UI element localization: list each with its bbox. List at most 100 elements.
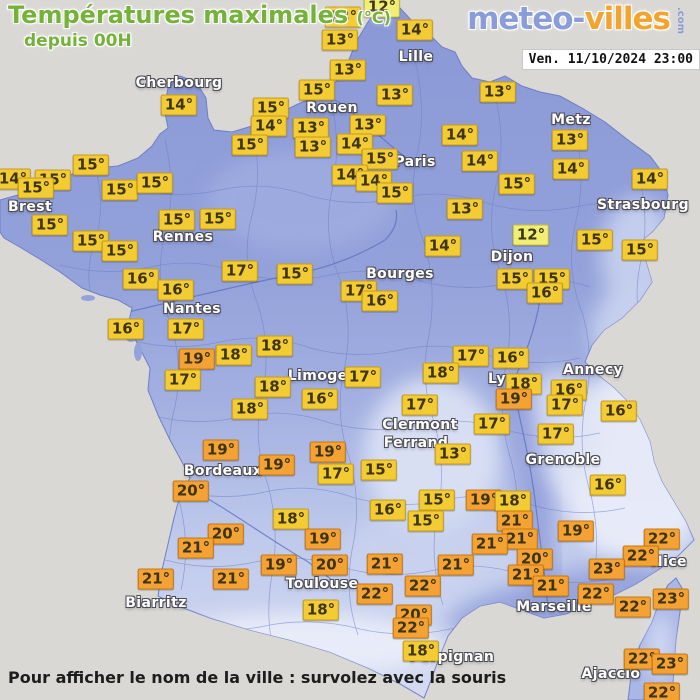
temp-label[interactable]: 18°	[256, 335, 294, 357]
temp-label[interactable]: 16°	[492, 347, 530, 369]
temp-label[interactable]: 15°	[158, 209, 196, 231]
temp-label[interactable]: 19°	[495, 388, 533, 410]
temp-label[interactable]: 13°	[376, 84, 414, 106]
temp-label[interactable]: 14°	[396, 19, 434, 41]
temp-label[interactable]: 15°	[621, 239, 659, 261]
temp-label[interactable]: 13°	[479, 81, 517, 103]
temp-label[interactable]: 15°	[418, 489, 456, 511]
temp-label[interactable]: 18°	[402, 640, 440, 662]
temp-label[interactable]: 13°	[321, 29, 359, 51]
temp-label[interactable]: 14°	[461, 150, 499, 172]
temp-label[interactable]: 14°	[160, 94, 198, 116]
temp-label[interactable]: 13°	[324, 6, 362, 28]
temp-label[interactable]: 18°	[254, 376, 292, 398]
temp-label[interactable]: 21°	[137, 568, 175, 590]
temp-label[interactable]: 15°	[576, 229, 614, 251]
temp-label[interactable]: 15°	[101, 179, 139, 201]
temp-label[interactable]: 15°	[276, 263, 314, 285]
temp-label[interactable]: 19°	[258, 454, 296, 476]
temp-label[interactable]: 15°	[72, 230, 110, 252]
temp-label[interactable]: 21°	[177, 537, 215, 559]
temp-label[interactable]: 22°	[614, 596, 652, 618]
temp-label[interactable]: 18°	[494, 490, 532, 512]
temp-label[interactable]: 16°	[589, 474, 627, 496]
temp-label[interactable]: 19°	[557, 520, 595, 542]
temp-label[interactable]: 15°	[252, 97, 290, 119]
temp-label[interactable]: 17°	[537, 423, 575, 445]
temp-label[interactable]: 15°	[101, 240, 139, 262]
temp-label[interactable]: 21°	[496, 510, 534, 532]
temp-label[interactable]: 18°	[422, 362, 460, 384]
temp-label[interactable]: 13°	[294, 136, 332, 158]
temp-label[interactable]: 16°	[157, 279, 195, 301]
temp-label[interactable]: 15°	[360, 459, 398, 481]
temp-label[interactable]: 21°	[366, 553, 404, 575]
temp-label[interactable]: 22°	[392, 617, 430, 639]
temp-label[interactable]: 14°	[424, 235, 462, 257]
temp-label[interactable]: 17°	[473, 413, 511, 435]
temp-label[interactable]: 13°	[329, 59, 367, 81]
temp-label[interactable]: 18°	[272, 508, 310, 530]
temp-label[interactable]: 22°	[404, 575, 442, 597]
temp-label[interactable]: 17°	[221, 260, 259, 282]
temp-label[interactable]: 22°	[643, 528, 681, 550]
temp-label[interactable]: 15°	[361, 148, 399, 170]
temp-label[interactable]: 22°	[622, 545, 660, 567]
temp-label[interactable]: 18°	[302, 599, 340, 621]
temp-label[interactable]: 22°	[356, 583, 394, 605]
temp-label[interactable]: 20°	[172, 480, 210, 502]
temp-label[interactable]: 17°	[344, 366, 382, 388]
temp-label[interactable]: 18°	[231, 398, 269, 420]
temp-label[interactable]: 19°	[309, 441, 347, 463]
temp-label[interactable]: 16°	[301, 388, 339, 410]
temp-label[interactable]: 21°	[471, 533, 509, 555]
temp-label[interactable]: 14°	[250, 115, 288, 137]
temp-label[interactable]: 15°	[17, 177, 55, 199]
temp-label[interactable]: 23°	[652, 588, 690, 610]
temp-label[interactable]: 23°	[588, 558, 626, 580]
temp-label[interactable]: 15°	[496, 268, 534, 290]
temp-label[interactable]: 20°	[516, 548, 554, 570]
temp-label[interactable]: 15°	[407, 510, 445, 532]
temp-label[interactable]: 17°	[546, 394, 584, 416]
temp-label[interactable]: 13°	[349, 114, 387, 136]
site-logo[interactable]: meteo-villes .com	[467, 1, 686, 37]
temp-label[interactable]: 17°	[164, 369, 202, 391]
temp-label[interactable]: 19°	[304, 528, 342, 550]
temp-label[interactable]: 22°	[623, 648, 661, 670]
temp-label[interactable]: 15°	[498, 173, 536, 195]
temp-label[interactable]: 14°	[441, 124, 479, 146]
temp-label[interactable]: 18°	[215, 344, 253, 366]
temp-label[interactable]: 20°	[311, 554, 349, 576]
temp-label[interactable]: 19°	[178, 348, 216, 370]
temp-label[interactable]: 13°	[551, 129, 589, 151]
temp-label[interactable]: 23°	[651, 653, 689, 675]
temp-label[interactable]: 17°	[167, 318, 205, 340]
temp-label[interactable]: 19°	[202, 439, 240, 461]
temp-label[interactable]: 14°	[552, 158, 590, 180]
temp-label[interactable]: 15°	[136, 172, 174, 194]
temp-label[interactable]: 12°	[363, 0, 401, 18]
temp-label[interactable]: 14°	[631, 168, 669, 190]
temp-label[interactable]: 15°	[199, 208, 237, 230]
temp-label[interactable]: 13°	[446, 198, 484, 220]
temp-label[interactable]: 15°	[376, 182, 414, 204]
temp-label[interactable]: 17°	[317, 463, 355, 485]
temp-label[interactable]: 21°	[532, 575, 570, 597]
temp-label[interactable]: 16°	[122, 268, 160, 290]
temp-label[interactable]: 17°	[452, 345, 490, 367]
temp-label[interactable]: 22°	[643, 682, 681, 700]
temp-label[interactable]: 15°	[72, 154, 110, 176]
temp-label[interactable]: 16°	[369, 499, 407, 521]
temp-label[interactable]: 13°	[434, 443, 472, 465]
temp-label[interactable]: 17°	[401, 394, 439, 416]
temp-label[interactable]: 22°	[577, 583, 615, 605]
temp-label[interactable]: 15°	[31, 214, 69, 236]
temp-label[interactable]: 16°	[526, 282, 564, 304]
temp-label[interactable]: 15°	[231, 134, 269, 156]
temp-label[interactable]: 20°	[207, 523, 245, 545]
temp-label[interactable]: 16°	[600, 400, 638, 422]
temp-label[interactable]: 21°	[212, 568, 250, 590]
temp-label[interactable]: 16°	[107, 318, 145, 340]
temp-label[interactable]: 15°	[298, 79, 336, 101]
